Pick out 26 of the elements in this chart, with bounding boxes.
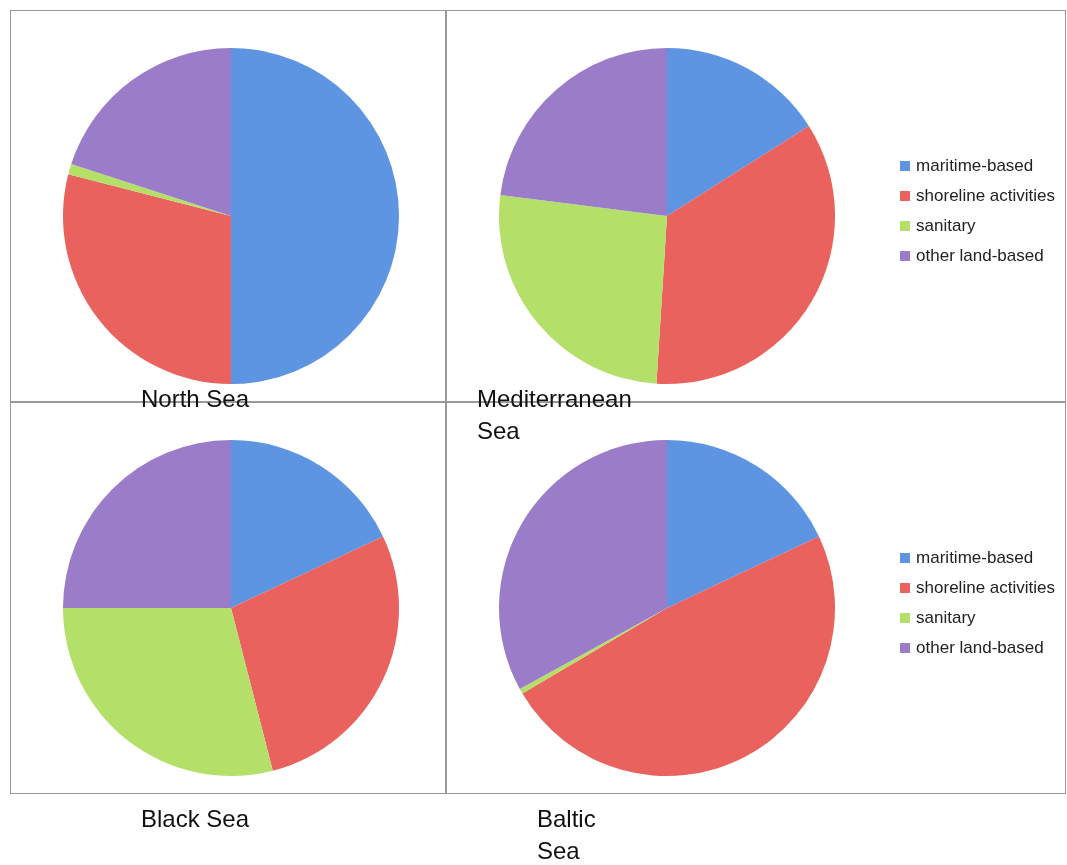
text: Mediterranean Sea	[477, 384, 632, 446]
pie-slice	[522, 536, 835, 776]
legend-label: shoreline activities	[916, 185, 1055, 207]
pie-slice	[231, 536, 399, 771]
legend-label: maritime-based	[916, 155, 1034, 177]
pie-slice	[656, 125, 835, 384]
pie-slice	[231, 48, 399, 384]
pie-slice	[499, 194, 667, 384]
pie-slice	[63, 440, 231, 608]
pie-slice	[231, 440, 384, 608]
pie-slice	[499, 440, 667, 689]
text: Baltic Sea	[537, 804, 597, 865]
text: Black Sea	[141, 804, 251, 834]
pie-slice	[63, 608, 273, 776]
legend-label: sanitary	[916, 607, 976, 629]
pie-slice	[63, 174, 231, 384]
pie-slice	[500, 48, 667, 216]
pie-slice	[71, 48, 231, 216]
text: North Sea	[141, 384, 251, 414]
legend-label: maritime-based	[916, 547, 1034, 569]
pie-slice	[667, 440, 820, 608]
pie-slice	[667, 48, 809, 216]
legend-label: sanitary	[916, 215, 976, 237]
legend-label: shoreline activities	[916, 577, 1055, 599]
legend-label: other land-based	[916, 637, 1044, 659]
legend-label: other land-based	[916, 245, 1044, 267]
